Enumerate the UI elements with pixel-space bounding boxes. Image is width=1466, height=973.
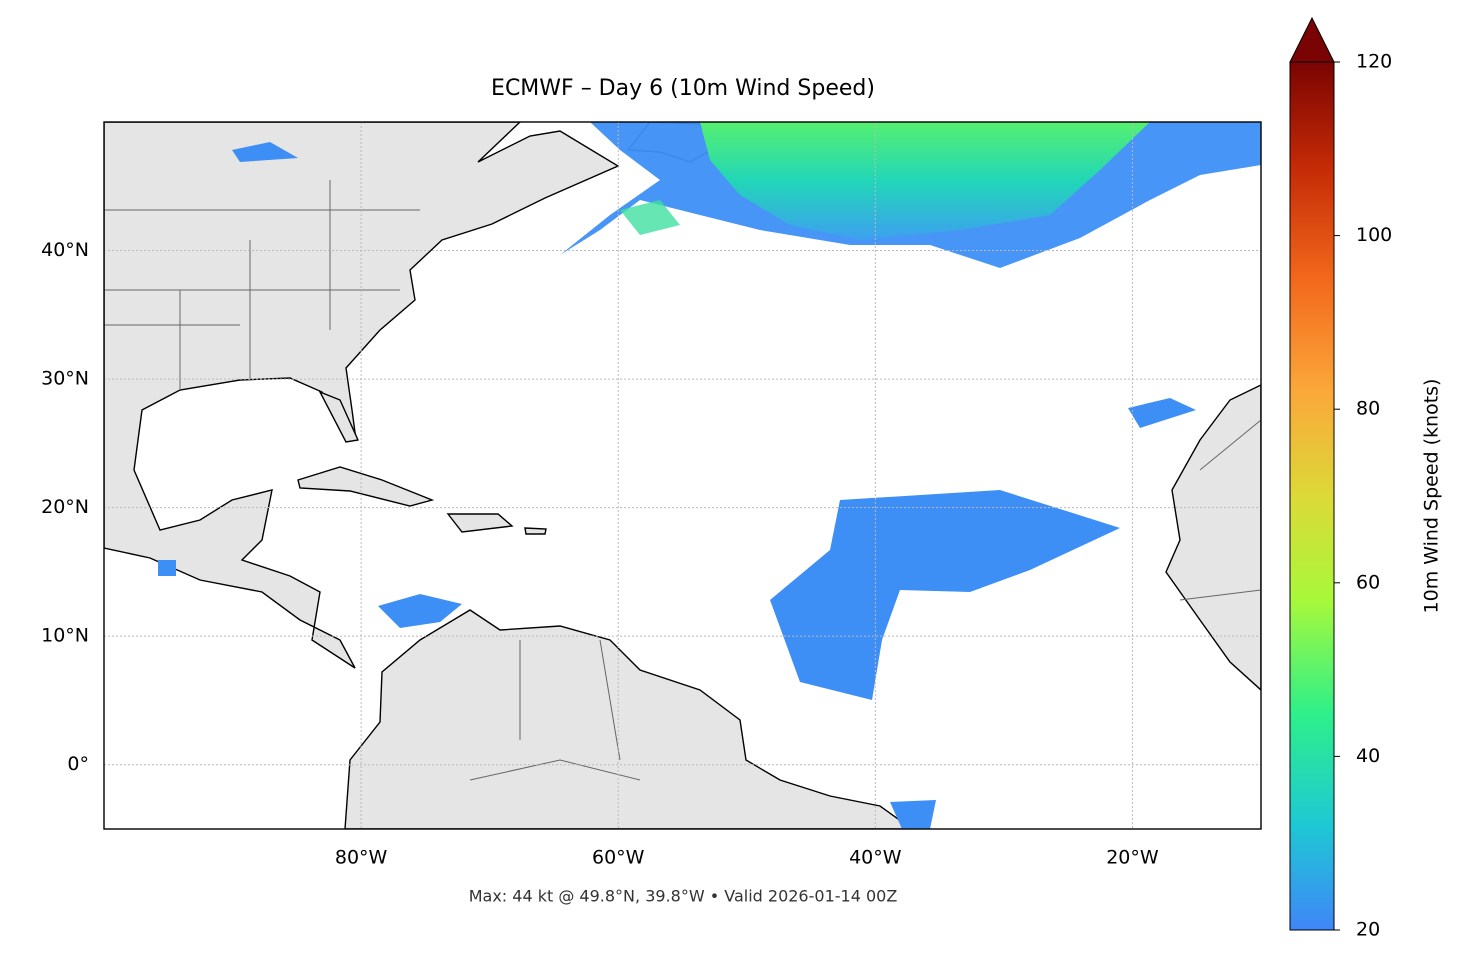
hispaniola	[446, 513, 514, 533]
colorbar-tick-label: 60	[1356, 571, 1380, 593]
y-tick-label: 30°N	[41, 368, 89, 390]
colorbar-label: 10m Wind Speed (knots)	[1421, 379, 1443, 614]
colorbar-extend	[1289, 16, 1335, 63]
africa	[1165, 384, 1261, 691]
map-title: ECMWF – Day 6 (10m Wind Speed)	[491, 76, 875, 101]
y-tick-label: 40°N	[41, 239, 89, 261]
wind-north-core	[700, 122, 1150, 240]
wind-canary	[1128, 398, 1196, 428]
state-borders	[104, 180, 1261, 781]
wind-caribbean	[378, 594, 462, 628]
florida	[318, 390, 360, 443]
colorbar-tick-label: 120	[1356, 51, 1392, 73]
y-tick-label: 20°N	[41, 496, 89, 518]
x-tick-label: 60°W	[592, 847, 645, 869]
map-frame	[103, 121, 1262, 830]
wind-tropical	[770, 490, 1120, 700]
y-tick-label: 10°N	[41, 625, 89, 647]
footer-note: Max: 44 kt @ 49.8°N, 39.8°W • Valid 2026…	[469, 887, 898, 906]
wind-north-west	[620, 200, 680, 235]
colorbar: 10m Wind Speed (knots) 20 40 60 80 100 120	[1289, 16, 1443, 941]
graticule	[104, 122, 1261, 829]
x-tick-label: 40°W	[849, 847, 902, 869]
colorbar-tick-label: 100	[1356, 224, 1392, 246]
south-america	[344, 609, 914, 829]
x-tick-label: 80°W	[335, 847, 388, 869]
colorbar-tick-label: 80	[1356, 398, 1380, 420]
wind-lakes	[232, 142, 298, 162]
colorbar-tick-label: 40	[1356, 745, 1380, 767]
colorbar-tick-label: 20	[1356, 919, 1380, 941]
x-tick-label: 20°W	[1106, 847, 1159, 869]
map-area	[104, 122, 1261, 829]
puerto-rico	[524, 527, 547, 535]
wind-pacific	[158, 560, 176, 576]
y-tick-label: 0°	[67, 753, 89, 775]
colorbar-body	[1289, 61, 1335, 931]
wind-equator	[890, 800, 936, 829]
cuba	[297, 466, 435, 507]
